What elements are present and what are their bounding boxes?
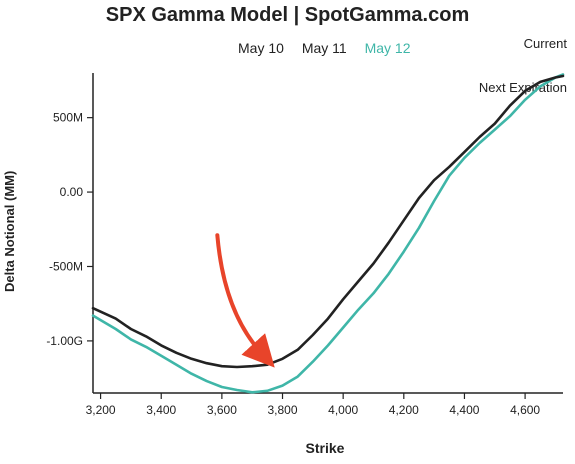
date-option-may-11[interactable]: May 11: [301, 40, 347, 56]
x-tick-label: 4,000: [328, 403, 358, 417]
series-line-current: [91, 73, 565, 394]
date-option-may-10[interactable]: May 10: [238, 40, 284, 56]
series-line-next-expiration: [91, 74, 565, 369]
x-tick-label: 4,400: [449, 403, 479, 417]
x-tick-label: 4,600: [510, 403, 540, 417]
chart-title: SPX Gamma Model | SpotGamma.com: [105, 4, 470, 26]
x-tick-label: 3,600: [207, 403, 237, 417]
y-tick-label: -1.00G: [46, 334, 83, 348]
x-tick-label: 3,800: [268, 403, 298, 417]
annotation-arrow: [215, 233, 275, 368]
x-axis-label: Strike: [305, 440, 345, 456]
date-selector: May 10 May 11 May 12: [238, 40, 425, 56]
x-tick-label: 3,400: [146, 403, 176, 417]
x-tick-label: 3,200: [86, 403, 116, 417]
y-tick-label: -500M: [49, 259, 83, 273]
date-option-may-12[interactable]: May 12: [364, 40, 411, 56]
y-tick-label: 0.00: [60, 185, 84, 199]
legend-current: Current: [523, 36, 567, 51]
x-tick-label: 4,200: [389, 403, 419, 417]
y-tick-label: 500M: [53, 111, 83, 125]
